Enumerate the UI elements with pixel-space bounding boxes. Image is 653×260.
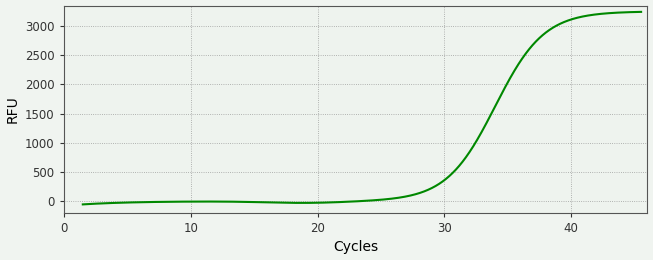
Y-axis label: RFU: RFU xyxy=(6,95,20,123)
X-axis label: Cycles: Cycles xyxy=(333,240,378,255)
